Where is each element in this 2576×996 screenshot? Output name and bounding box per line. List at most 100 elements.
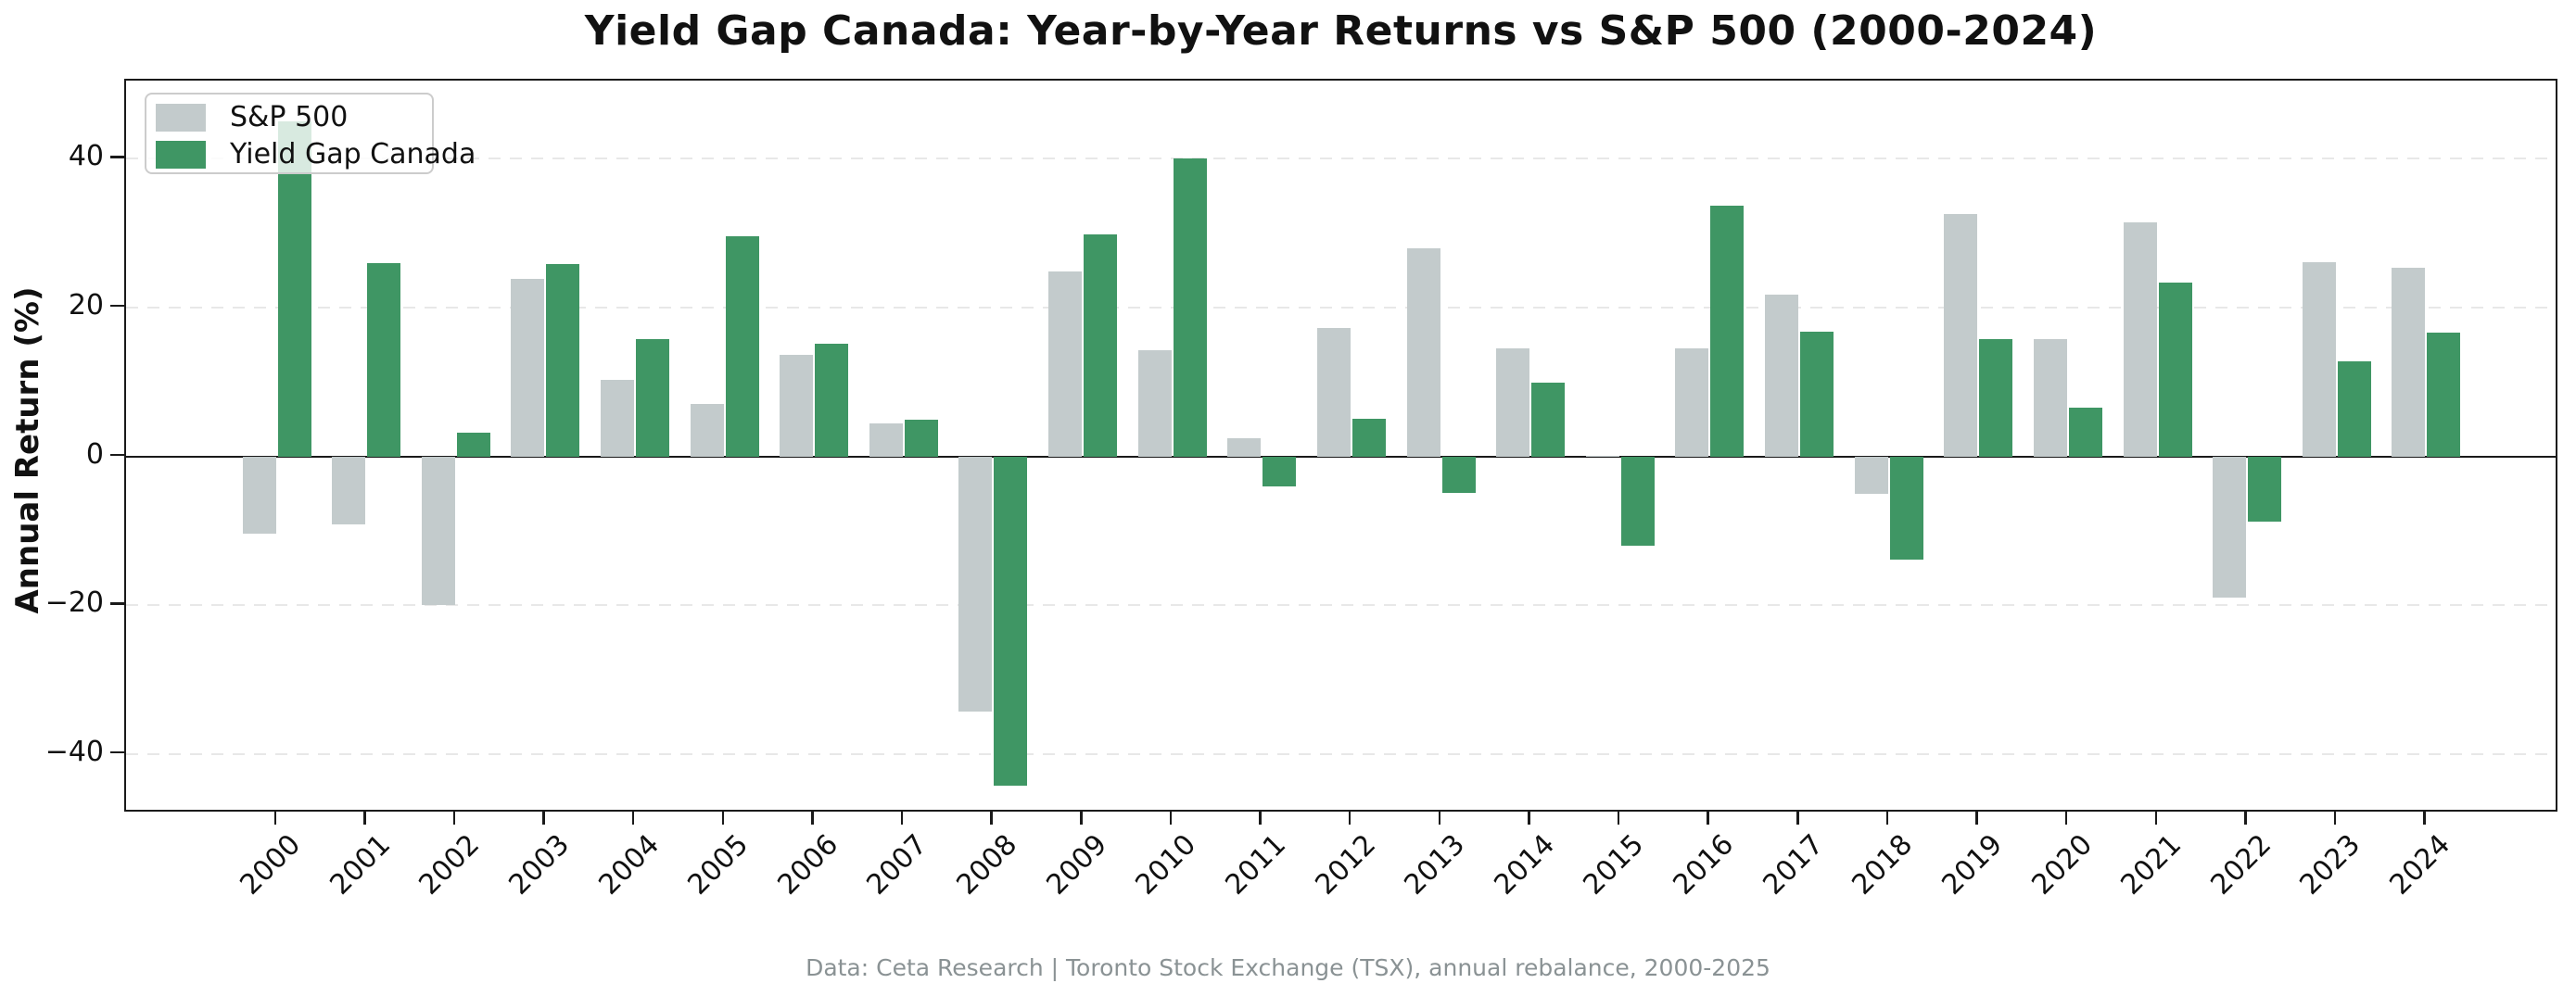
x-tick-label-2017: 2017	[1757, 828, 1830, 901]
legend-label-sp500: S&P 500	[230, 101, 349, 133]
bar-sp500-2011	[1227, 438, 1262, 457]
x-tick-mark-2004	[631, 812, 635, 825]
bar-sp500-2012	[1316, 328, 1351, 457]
bar-sp500-2017	[1765, 295, 1799, 457]
x-tick-mark-2021	[2154, 812, 2158, 825]
bar-sp500-2018	[1854, 456, 1888, 494]
gridline--20	[126, 604, 2556, 607]
y-tick-label--20: −20	[44, 586, 104, 620]
bar-sp500-2005	[690, 403, 724, 457]
y-tick-label-40: 40	[68, 140, 104, 173]
x-tick-label-2015: 2015	[1577, 828, 1651, 901]
bar-yield-gap-2018	[1889, 456, 1923, 561]
x-tick-mark-2017	[1796, 812, 1799, 825]
y-tick-label-20: 20	[68, 288, 104, 321]
x-tick-label-2022: 2022	[2204, 828, 2278, 901]
bar-yield-gap-2013	[1441, 456, 1476, 493]
x-tick-mark-2011	[1259, 812, 1262, 825]
x-tick-mark-2020	[2064, 812, 2068, 825]
bar-sp500-2004	[600, 379, 634, 457]
bar-yield-gap-2009	[1084, 234, 1118, 457]
plot-area	[124, 79, 2557, 812]
bar-yield-gap-2011	[1263, 456, 1297, 487]
bar-sp500-2007	[869, 423, 903, 457]
bar-yield-gap-2003	[546, 264, 580, 457]
x-tick-label-2018: 2018	[1846, 828, 1920, 901]
bar-yield-gap-2014	[1531, 383, 1566, 457]
bar-sp500-2013	[1406, 248, 1440, 457]
x-tick-label-2002: 2002	[412, 828, 487, 901]
x-tick-label-2012: 2012	[1308, 828, 1382, 901]
bar-yield-gap-2001	[367, 262, 401, 457]
x-tick-mark-2016	[1707, 812, 1709, 825]
x-tick-mark-2003	[542, 812, 545, 825]
bar-sp500-2010	[1137, 349, 1172, 457]
x-tick-mark-2014	[1528, 812, 1530, 825]
bar-yield-gap-2022	[2248, 456, 2282, 523]
y-tick-mark	[110, 453, 124, 457]
x-tick-label-2020: 2020	[2024, 828, 2099, 901]
bar-sp500-2001	[332, 456, 366, 525]
x-tick-mark-2019	[1975, 812, 1978, 825]
chart-title: Yield Gap Canada: Year-by-Year Returns v…	[584, 7, 2098, 55]
bar-yield-gap-2015	[1620, 456, 1655, 546]
bar-yield-gap-2021	[2158, 282, 2192, 457]
bar-sp500-2006	[780, 355, 814, 457]
bar-sp500-2021	[2123, 222, 2157, 457]
legend-item-yield-gap: Yield Gap Canada	[156, 141, 476, 169]
y-tick-mark	[110, 304, 124, 308]
bar-sp500-2020	[2033, 338, 2067, 457]
x-tick-label-2004: 2004	[591, 828, 666, 901]
x-tick-mark-2010	[1169, 812, 1173, 825]
bar-sp500-2023	[2302, 261, 2336, 457]
zero-line	[126, 455, 2556, 458]
x-tick-label-2014: 2014	[1488, 828, 1561, 901]
y-tick-label-0: 0	[85, 437, 104, 471]
bar-sp500-2019	[1944, 213, 1978, 457]
bar-sp500-2002	[421, 456, 455, 606]
x-tick-label-2011: 2011	[1219, 828, 1293, 901]
x-tick-label-2008: 2008	[950, 828, 1024, 901]
x-tick-label-2005: 2005	[681, 828, 755, 901]
bar-yield-gap-2006	[815, 344, 849, 457]
x-tick-mark-2023	[2333, 812, 2337, 825]
x-tick-mark-2024	[2423, 812, 2426, 825]
bar-sp500-2015	[1585, 455, 1619, 457]
bar-yield-gap-2012	[1351, 418, 1386, 457]
bar-yield-gap-2004	[635, 338, 669, 457]
y-tick-mark	[110, 602, 124, 605]
x-tick-label-2023: 2023	[2293, 828, 2367, 901]
bar-yield-gap-2007	[904, 420, 938, 457]
bar-yield-gap-2008	[994, 456, 1028, 787]
legend-item-sp500: S&P 500	[156, 104, 348, 132]
legend-swatch-yield-gap	[156, 141, 206, 169]
bar-yield-gap-2023	[2337, 360, 2371, 457]
gridline--40	[126, 752, 2556, 755]
bar-sp500-2008	[958, 456, 993, 712]
x-tick-label-2000: 2000	[234, 828, 308, 901]
legend-swatch-sp500	[156, 104, 206, 132]
bar-sp500-2009	[1048, 271, 1083, 457]
x-tick-label-2016: 2016	[1667, 828, 1741, 901]
x-tick-label-2006: 2006	[771, 828, 844, 901]
x-tick-mark-2012	[1348, 812, 1351, 825]
bar-yield-gap-2019	[1979, 338, 2013, 457]
x-tick-mark-2018	[1885, 812, 1889, 825]
gridline-20	[126, 306, 2556, 309]
x-tick-label-2021: 2021	[2114, 828, 2189, 901]
bar-sp500-2003	[511, 278, 545, 457]
bar-yield-gap-2024	[2427, 333, 2461, 457]
y-tick-label--40: −40	[44, 735, 104, 768]
x-tick-label-2024: 2024	[2383, 828, 2457, 901]
bar-yield-gap-2000	[277, 121, 311, 457]
x-tick-mark-2007	[900, 812, 904, 825]
x-tick-mark-2005	[721, 812, 725, 825]
bar-yield-gap-2010	[1173, 158, 1207, 457]
y-tick-mark	[110, 750, 124, 754]
footer-note: Data: Ceta Research | Toronto Stock Exch…	[806, 954, 1770, 981]
bar-yield-gap-2020	[2068, 407, 2102, 457]
bar-sp500-2000	[242, 456, 276, 535]
x-tick-label-2001: 2001	[324, 828, 397, 901]
bar-sp500-2014	[1496, 348, 1530, 457]
